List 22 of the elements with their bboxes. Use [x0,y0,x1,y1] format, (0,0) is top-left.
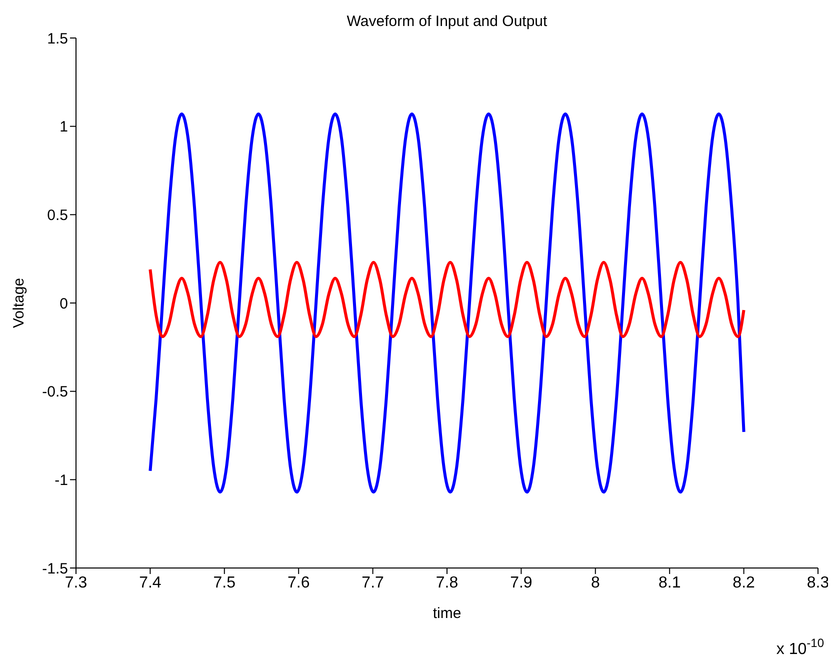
x-tick-label: 7.5 [213,574,236,592]
x-tick-label: 7.4 [139,574,162,592]
chart-title: Waveform of Input and Output [346,13,548,30]
y-tick-label: -0.5 [42,384,68,401]
x-tick-label: 8.3 [806,574,830,592]
x-tick-label: 7.6 [287,574,310,592]
x-tick-label: 7.7 [362,574,384,592]
y-tick-label: -1 [54,472,68,489]
y-axis-title: Voltage [10,278,28,328]
x-tick-label: 8 [590,574,600,592]
x-tick-label: 7.8 [436,574,458,592]
x-tick-label: 8.2 [732,574,756,592]
line-series [148,260,746,338]
x-axis-title: time [432,605,462,622]
text: x 10$^{-10}$ [776,636,824,658]
x-tick-label: 7.9 [510,574,532,592]
y-tick-label: 0 [60,295,68,312]
line-series [148,112,746,494]
y-tick-label: 0.5 [47,206,68,224]
y-tick-label: 1 [60,118,68,136]
x-tick-label: 8.1 [658,574,681,592]
y-tick-label: 1.5 [47,30,68,48]
